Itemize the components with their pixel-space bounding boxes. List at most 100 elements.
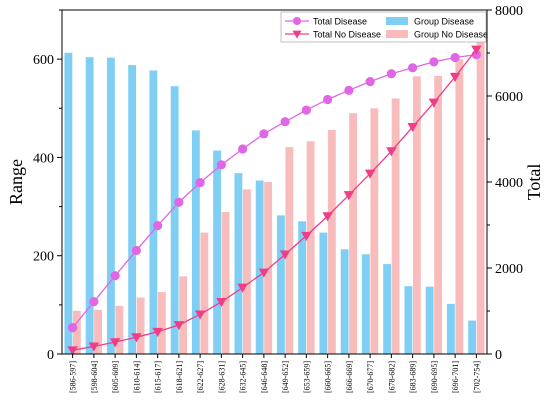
bar <box>264 182 273 354</box>
x-tick-label: [690-695] <box>430 361 439 393</box>
point <box>450 52 460 63</box>
y-axis-title: Range <box>6 159 26 205</box>
bar <box>391 98 400 355</box>
point <box>216 298 227 308</box>
point <box>173 321 185 331</box>
legend: Total Disease Group Disease Total No Disea… <box>280 11 488 43</box>
bar <box>200 232 209 354</box>
bar <box>468 320 477 354</box>
legend-label: Total Disease <box>313 17 367 27</box>
point <box>323 94 333 105</box>
point <box>152 327 163 337</box>
point <box>343 191 355 201</box>
x-tick-label: [683-689] <box>409 361 418 393</box>
point <box>238 144 248 154</box>
bar <box>128 65 137 354</box>
point <box>386 69 396 79</box>
bar <box>370 108 379 354</box>
bar <box>64 52 73 354</box>
y2-tick-label: 6000 <box>495 90 523 105</box>
bar <box>383 264 392 354</box>
bar <box>446 303 455 354</box>
bar <box>106 57 115 355</box>
series-line <box>72 49 477 351</box>
point <box>408 63 418 73</box>
bar <box>191 130 200 354</box>
lines-layer <box>67 45 482 356</box>
point <box>364 169 376 179</box>
x-tick-label: [632-645] <box>239 361 248 393</box>
y2-tick-label: 8000 <box>495 4 523 19</box>
bar <box>276 215 285 354</box>
point <box>68 323 78 333</box>
point <box>386 147 397 157</box>
bar <box>327 129 336 354</box>
bars-layer <box>64 41 485 355</box>
point <box>67 346 78 356</box>
point <box>259 129 269 139</box>
bar <box>115 305 124 354</box>
bar <box>455 59 464 354</box>
point <box>280 117 290 127</box>
x-tick-label: [649-652] <box>281 361 290 393</box>
legend-marker <box>293 17 301 25</box>
bar <box>94 309 103 354</box>
bar <box>319 232 328 354</box>
point <box>429 57 439 67</box>
x-tick-label: [610-614] <box>132 361 141 393</box>
bar <box>85 57 94 355</box>
legend-label: Group No Disease <box>414 30 488 40</box>
point <box>110 271 120 281</box>
legend-label: Group Disease <box>414 17 474 27</box>
point <box>301 231 312 241</box>
y-tick-label: 200 <box>33 250 54 265</box>
x-tick-label: [696-701] <box>451 361 460 393</box>
y-tick-label: 0 <box>47 348 54 363</box>
x-tick-label: [678-682] <box>387 361 396 393</box>
point <box>88 342 100 352</box>
point <box>344 85 354 95</box>
bar <box>213 150 222 354</box>
bar <box>306 141 315 354</box>
x-tick-label: [628-631] <box>217 361 226 393</box>
x-tick-label: [660-665] <box>324 361 333 393</box>
bar <box>170 86 179 355</box>
bar <box>434 75 443 354</box>
legend-label: Total No Disease <box>313 30 381 40</box>
point <box>131 333 142 343</box>
bar <box>404 286 413 354</box>
bar <box>136 297 145 354</box>
legend-marker <box>292 30 302 39</box>
x-tick-label: [666-669] <box>345 361 354 393</box>
point <box>471 45 482 55</box>
x-tick-label: [615-617] <box>154 361 163 393</box>
y-tick-label: 400 <box>33 151 54 166</box>
bar <box>179 276 188 354</box>
legend-swatch <box>386 17 408 25</box>
bar <box>349 113 358 354</box>
legend-swatch <box>386 30 408 38</box>
point <box>365 77 375 87</box>
x-tick-label: [618-621] <box>175 361 184 393</box>
point <box>301 105 311 115</box>
point <box>195 178 205 188</box>
bar <box>412 76 421 354</box>
point <box>194 310 206 320</box>
bar <box>221 211 230 354</box>
bar <box>255 180 264 354</box>
point <box>407 123 418 133</box>
bar <box>72 310 81 354</box>
x-tick-label: [605-609] <box>111 361 120 393</box>
point <box>279 250 291 260</box>
legend-box <box>280 11 487 43</box>
x-tick-label: [653-659] <box>302 361 311 393</box>
point <box>428 98 440 108</box>
bar <box>340 249 349 354</box>
x-tick-label: [622-627] <box>196 361 205 393</box>
point <box>131 245 141 256</box>
point <box>89 297 99 307</box>
bar <box>149 70 158 354</box>
bar <box>298 221 307 354</box>
